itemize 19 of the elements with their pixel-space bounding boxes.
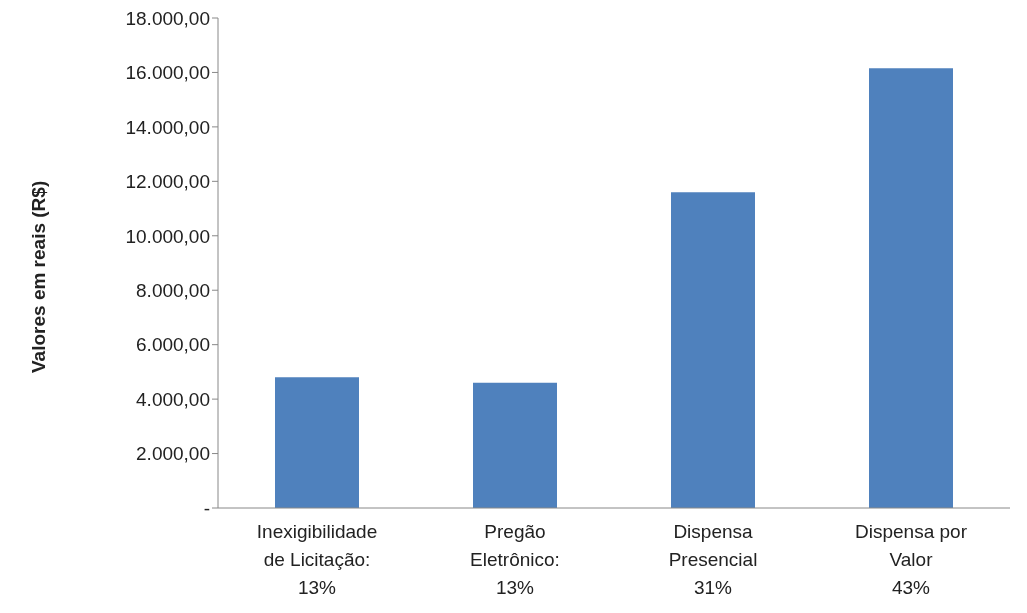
y-tick-label: 16.000,00 [125,62,210,84]
x-tick-label: Pregão Eletrônico: 13% [470,521,560,598]
y-tick-label: 8.000,00 [136,279,210,301]
y-tick-label: 6.000,00 [136,334,210,356]
y-tick-label: 2.000,00 [136,443,210,465]
bar [275,377,359,508]
x-tick-label: Dispensa Presencial 31% [668,521,758,598]
y-tick-label: 14.000,00 [125,116,210,138]
y-tick-label: 10.000,00 [125,225,210,247]
y-axis-title: Valores em reais (R$) [27,180,49,373]
bar [473,382,557,508]
y-tick-label: 12.000,00 [125,171,210,193]
x-tick-label: Inexigibilidade de Licitação: 13% [256,521,378,598]
y-tick-label: 18.000,00 [125,7,210,29]
y-tick-label: 4.000,00 [136,388,210,410]
bar [869,68,953,508]
bar [671,192,755,508]
x-tick-label: Dispensa por Valor 43% [855,521,968,598]
y-tick-label: - [203,497,210,519]
